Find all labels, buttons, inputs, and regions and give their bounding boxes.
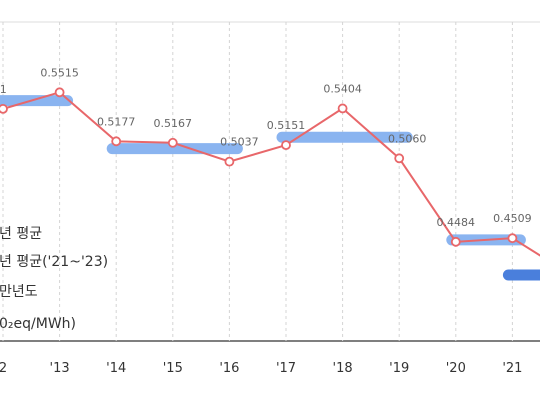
data-point xyxy=(337,103,348,114)
data-label: 0.5404 xyxy=(323,82,362,95)
x-tick-label: '18 xyxy=(333,361,353,376)
data-point xyxy=(507,233,518,244)
legend-item-text: 년 평균 xyxy=(0,226,42,242)
x-tick-label: '15 xyxy=(163,361,183,376)
data-point xyxy=(0,103,8,114)
data-label: 0.5151 xyxy=(267,119,306,132)
data-label: 0.5515 xyxy=(40,66,79,79)
series-line-layer xyxy=(2,91,540,257)
x-tick-label: '13 xyxy=(50,361,70,376)
x-tick-labels-layer: 2 '13 '14 '15 '16 '17 '18 '19 '20 '21 xyxy=(0,361,522,376)
data-labels-layer: .5401 0.5515 0.5177 0.5167 0.5037 0.5151 0.540… xyxy=(0,66,532,228)
data-label: 0.5037 xyxy=(220,136,259,149)
data-point xyxy=(450,236,461,247)
legend-item-text: 0₂eq/MWh) xyxy=(0,316,76,332)
x-tick-label: '19 xyxy=(389,361,409,376)
legend: 년 평균년 평균('21~'23) 만년도 0₂eq/MWh) xyxy=(0,226,108,332)
data-label: 0.5167 xyxy=(154,117,193,130)
data-label: 0.4509 xyxy=(493,212,532,225)
data-label: 0.4484 xyxy=(437,216,476,229)
series-line xyxy=(2,91,540,257)
data-point xyxy=(224,156,235,167)
data-point xyxy=(394,153,405,164)
data-point xyxy=(111,136,122,147)
x-tick-label: '14 xyxy=(106,361,126,376)
data-point xyxy=(167,137,178,148)
data-label: 0.5060 xyxy=(388,132,427,145)
data-label: .5401 xyxy=(0,83,7,96)
data-points-layer xyxy=(0,87,518,247)
x-tick-label: 2 xyxy=(0,361,7,376)
x-tick-label: '21 xyxy=(502,361,522,376)
x-tick-label: '17 xyxy=(276,361,296,376)
x-tick-label: '16 xyxy=(219,361,239,376)
data-point xyxy=(54,87,65,98)
legend-item-text: 만년도 xyxy=(0,284,38,300)
data-point xyxy=(281,140,291,151)
legend-item-text: 년 평균('21~'23) xyxy=(0,254,108,270)
data-label: 0.5177 xyxy=(97,115,136,128)
grid-layer xyxy=(2,22,513,341)
x-tick-label: '20 xyxy=(446,361,466,376)
